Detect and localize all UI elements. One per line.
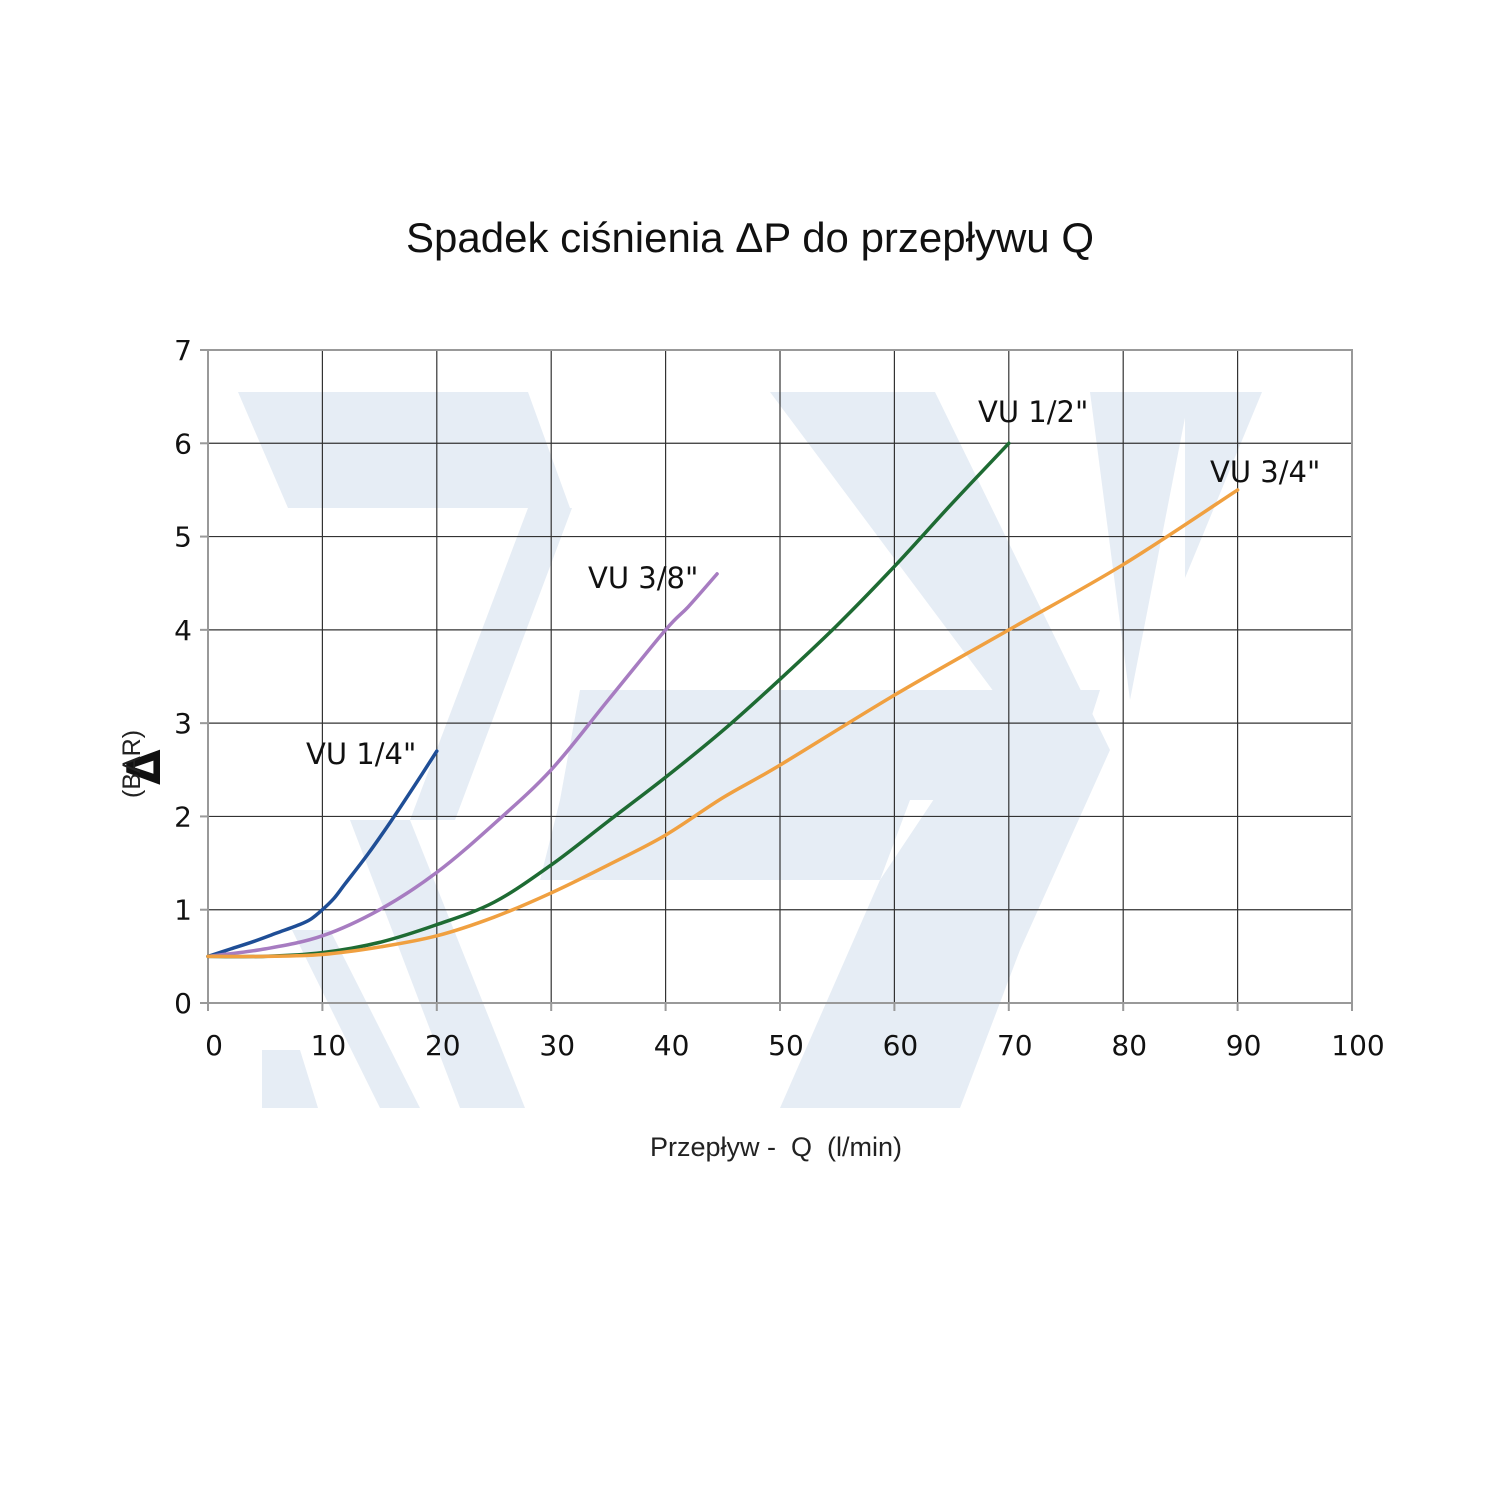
y-tick-label: 5 xyxy=(174,521,192,554)
watermark-logo xyxy=(238,392,1262,1108)
x-tick-label: 60 xyxy=(883,1029,919,1062)
y-tick-label: 4 xyxy=(174,614,192,647)
y-tick-label: 7 xyxy=(174,334,192,367)
series-label-vu-3-8: VU 3/8" xyxy=(588,561,698,595)
y-axis-label-unit: (BAR) xyxy=(118,730,146,798)
y-axis-label-symbol: Δ xyxy=(117,749,171,785)
y-axis-label: Δ (BAR) xyxy=(117,730,171,798)
x-axis: 0 10 20 30 40 50 60 70 80 90 100 xyxy=(205,1003,1385,1062)
series-line-3 xyxy=(206,488,1240,959)
x-tick-label: 20 xyxy=(425,1029,461,1062)
x-axis-label: Przepływ - Q (l/min) xyxy=(650,1132,902,1162)
y-tick-label: 2 xyxy=(174,800,192,833)
x-tick-label: 40 xyxy=(654,1029,690,1062)
x-tick-label: 10 xyxy=(311,1029,347,1062)
x-tick-label: 30 xyxy=(539,1029,575,1062)
y-tick-label: 3 xyxy=(174,707,192,740)
series-label-vu-3-4: VU 3/4" xyxy=(1210,455,1320,489)
series-lines xyxy=(206,441,1240,959)
chart-title: Spadek ciśnienia ΔP do przepływu Q xyxy=(406,214,1094,261)
series-line-0 xyxy=(206,749,439,959)
x-tick-label: 70 xyxy=(997,1029,1033,1062)
grid xyxy=(208,350,1352,1003)
y-tick-label: 1 xyxy=(174,894,192,927)
x-tick-label: 50 xyxy=(768,1029,804,1062)
y-axis: 0 1 2 3 4 5 6 7 xyxy=(174,334,208,1020)
series-label-vu-1-4: VU 1/4" xyxy=(306,737,416,771)
y-tick-label: 6 xyxy=(174,427,192,460)
series-line-2 xyxy=(206,441,1011,959)
series-line-1 xyxy=(206,572,719,959)
x-tick-label: 80 xyxy=(1111,1029,1147,1062)
x-tick-label: 90 xyxy=(1226,1029,1262,1062)
x-tick-label: 100 xyxy=(1331,1029,1384,1062)
series-label-vu-1-2: VU 1/2" xyxy=(978,395,1088,429)
y-tick-label: 0 xyxy=(174,987,192,1020)
x-tick-label: 0 xyxy=(205,1029,223,1062)
